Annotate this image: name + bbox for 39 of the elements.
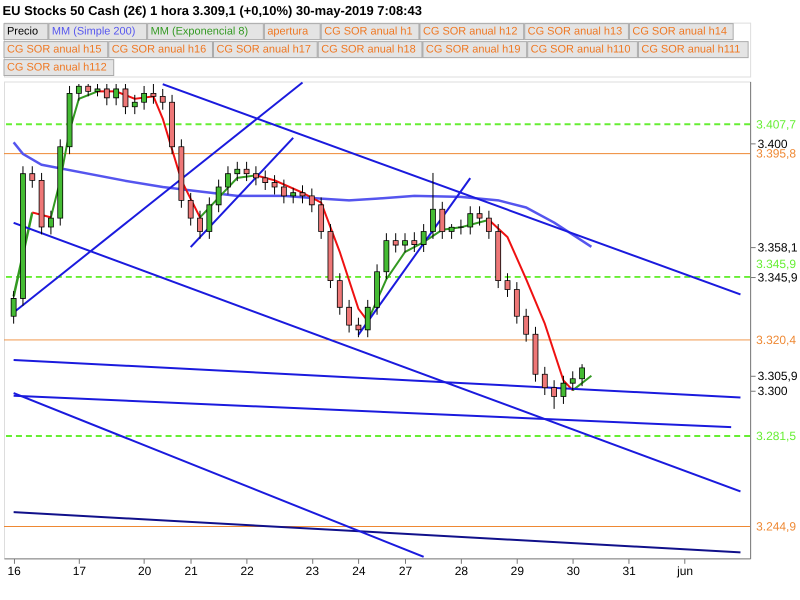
- x-tick-label: 30: [566, 564, 580, 578]
- text: MM (Exponencial 8): [150, 26, 248, 38]
- text: CG SOR anual h12: [422, 26, 518, 38]
- y-tick-label: 3.358,1: [758, 240, 798, 254]
- text: CG SOR anual h111: [641, 44, 740, 56]
- chart-title: EU Stocks 50 Cash (2€) 1 hora 3.309,1 (+0,10%) 30-may-2019 7:08:43: [2, 3, 422, 18]
- text: CG SOR anual h112: [6, 62, 107, 74]
- y-tick-label: 3.300: [758, 384, 788, 398]
- text: CG SOR anual h19: [426, 44, 520, 56]
- text: CG SOR anual h13: [528, 26, 622, 38]
- x-tick-label: 21: [184, 564, 198, 578]
- ref-line-label: 3.320,4: [756, 332, 796, 347]
- text: CG SOR anual h14: [632, 26, 727, 38]
- x-tick-label: 24: [352, 564, 366, 578]
- text: CG SOR anual h17: [216, 44, 311, 56]
- text: CG SOR anual h110: [530, 44, 630, 56]
- text: Precio: [6, 26, 38, 38]
- x-tick-label: 16: [7, 564, 22, 578]
- x-tick-label: 17: [72, 564, 86, 578]
- x-tick-label: 28: [454, 564, 468, 578]
- x-tick-label: 22: [240, 564, 254, 578]
- text: CG SOR anual h1: [324, 26, 413, 38]
- y-tick-label: 3.305,9: [758, 369, 798, 384]
- text: CG SOR anual h15: [6, 44, 102, 56]
- x-tick-label: 23: [306, 564, 320, 578]
- y-tick-label: 3.345,9: [758, 270, 798, 284]
- ref-line-label: 3.407,7: [756, 117, 796, 132]
- x-tick-label: jun: [676, 564, 694, 578]
- x-tick-label: 20: [138, 564, 152, 578]
- text: apertura: [267, 26, 310, 38]
- text: CG SOR anual h16: [112, 44, 206, 56]
- x-tick-label: 29: [510, 564, 524, 578]
- text: CG SOR anual h18: [321, 44, 416, 56]
- x-tick-label: 27: [398, 564, 413, 578]
- ref-line-label: 3.395,8: [756, 146, 796, 161]
- ref-line-label: 3.281,5: [756, 429, 796, 444]
- x-tick-label: 31: [622, 564, 636, 578]
- text: MM (Simple 200): [52, 26, 136, 38]
- ref-line-label: 3.244,9: [756, 519, 796, 534]
